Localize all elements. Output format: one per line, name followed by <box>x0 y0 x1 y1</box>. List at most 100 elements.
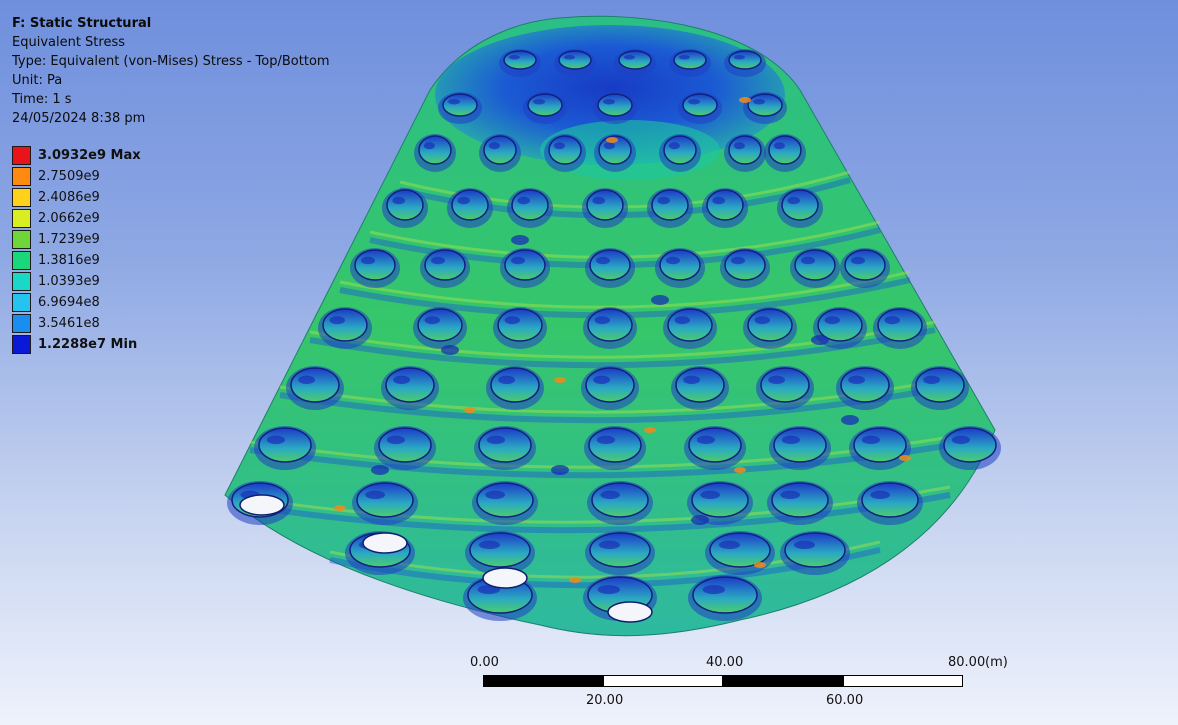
cone-shell <box>224 15 1001 637</box>
result-unit: Unit: Pa <box>12 73 63 88</box>
scale-label-60: 60.00 <box>826 693 864 708</box>
legend-value: 1.2288e7 Min <box>38 337 138 352</box>
hole <box>511 189 549 221</box>
hole <box>781 189 819 221</box>
legend-value: 2.4086e9 <box>38 190 100 205</box>
analysis-title: F: Static Structural <box>12 16 152 31</box>
hole <box>747 93 783 117</box>
scale-segment-1 <box>483 675 603 687</box>
scale-bar: 0.00 40.00 80.00 (m) 20.00 60.00 <box>470 655 1030 715</box>
legend-value: 6.9694e8 <box>38 295 100 310</box>
hole-depth <box>702 585 725 595</box>
scale-label-80: 80.00 <box>948 655 986 670</box>
hole <box>490 367 540 403</box>
hole <box>724 249 766 281</box>
result-type: Type: Equivalent (von-Mises) Stress - To… <box>12 54 330 69</box>
hole-depth <box>298 375 315 385</box>
hole-depth <box>486 435 505 445</box>
hole <box>784 532 846 568</box>
hole <box>706 189 744 221</box>
hole-depth <box>596 256 610 265</box>
stress-lowspot <box>441 345 459 355</box>
result-date: 24/05/2024 8:38 pm <box>12 111 146 126</box>
hole <box>478 427 532 463</box>
hole <box>497 308 543 342</box>
legend-value: 1.3816e9 <box>38 253 100 268</box>
hole <box>747 308 793 342</box>
hole <box>688 427 742 463</box>
hole <box>322 308 368 342</box>
scale-label-40: 40.00 <box>706 655 744 670</box>
hole-depth <box>386 435 405 445</box>
hole-depth <box>511 256 525 265</box>
hole-depth <box>733 142 746 150</box>
hole-depth <box>753 98 765 105</box>
hole-depth <box>780 490 800 500</box>
hole-depth <box>365 490 386 500</box>
stress-hotspot <box>554 377 566 383</box>
hole-depth <box>787 196 800 205</box>
hole-depth <box>884 316 900 325</box>
hole-depth <box>329 316 345 325</box>
hole <box>773 427 827 463</box>
hole <box>915 367 965 403</box>
stress-lowspot <box>811 335 829 345</box>
hole-depth <box>848 375 865 385</box>
legend-value: 1.7239e9 <box>38 232 100 247</box>
hole <box>442 93 478 117</box>
hole-depth <box>754 316 770 325</box>
hole <box>709 532 771 568</box>
hole-depth <box>517 196 530 205</box>
hole <box>385 367 435 403</box>
hole-depth <box>266 435 285 445</box>
result-info-panel: F: Static Structural Equivalent Stress T… <box>12 14 330 128</box>
hole-depth <box>600 490 620 500</box>
scale-label-20: 20.00 <box>586 693 624 708</box>
hole <box>476 482 534 518</box>
hole-depth <box>533 98 545 105</box>
hole <box>663 135 697 165</box>
hole <box>853 427 907 463</box>
hole-depth <box>731 256 745 265</box>
legend-swatch <box>12 251 31 270</box>
scale-segment-3 <box>723 675 843 687</box>
hole-depth <box>603 98 615 105</box>
hole-depth <box>666 256 680 265</box>
hole-opening <box>362 532 408 554</box>
hole <box>588 427 642 463</box>
hole-depth <box>623 55 636 60</box>
hole <box>290 367 340 403</box>
hole-depth <box>553 142 566 150</box>
hole-depth <box>781 435 801 445</box>
hole-depth <box>851 256 865 265</box>
stress-hotspot <box>569 577 581 583</box>
hole-depth <box>592 196 605 205</box>
legend-value: 3.5461e8 <box>38 316 100 331</box>
hole <box>586 189 624 221</box>
scale-unit: (m) <box>985 655 1008 670</box>
legend-swatch <box>12 167 31 186</box>
stress-lowspot <box>511 235 529 245</box>
hole <box>589 532 651 568</box>
hole-depth <box>488 142 500 150</box>
ridge-shadow <box>239 492 951 534</box>
scale-segment-4 <box>843 675 963 687</box>
stress-lowspot <box>841 415 859 425</box>
hole <box>548 135 582 165</box>
hole <box>589 249 631 281</box>
hole <box>768 135 802 165</box>
hole-depth <box>674 316 690 325</box>
hole <box>558 50 592 70</box>
hole <box>585 367 635 403</box>
hole <box>728 50 762 70</box>
hole-depth <box>861 435 881 445</box>
stress-hotspot <box>464 407 476 413</box>
result-time: Time: 1 s <box>12 92 72 107</box>
ridge-highlight <box>339 270 911 309</box>
legend-swatch <box>12 188 31 207</box>
stress-lowspot <box>691 515 709 525</box>
hole-depth <box>824 316 840 325</box>
hole <box>794 249 836 281</box>
